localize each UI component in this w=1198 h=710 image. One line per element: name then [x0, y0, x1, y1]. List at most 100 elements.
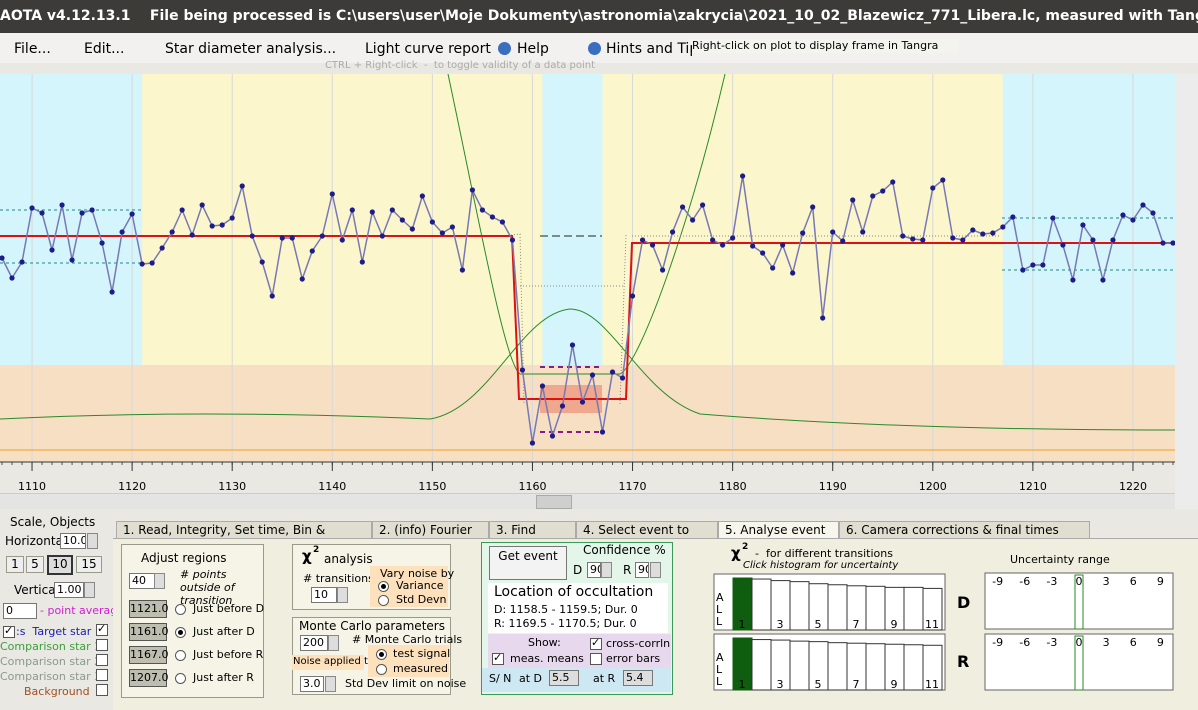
radio[interactable]: [378, 595, 389, 606]
confidence-d[interactable]: 90: [587, 562, 601, 578]
region-value[interactable]: 1121.0: [129, 600, 169, 618]
limit-input[interactable]: 3.0: [300, 676, 324, 692]
adjust-title: Adjust regions: [141, 551, 227, 565]
spinner[interactable]: [601, 562, 612, 578]
average-select[interactable]: 0: [3, 603, 37, 619]
scale-button[interactable]: 10: [47, 555, 73, 575]
region-value[interactable]: 1161.0: [129, 623, 169, 641]
data-point: [639, 237, 646, 243]
x-tick-label: 1170: [619, 480, 647, 493]
data-point: [710, 237, 716, 243]
data-point: [679, 204, 686, 210]
horizontal-input[interactable]: 10.0: [60, 533, 86, 549]
checkbox[interactable]: [96, 654, 108, 666]
data-point: [29, 205, 35, 211]
checkbox[interactable]: [3, 624, 15, 638]
trials-input[interactable]: 200: [300, 635, 328, 651]
checkbox[interactable]: [590, 636, 602, 650]
radio[interactable]: [376, 649, 387, 660]
tab-active[interactable]: 5. Analyse event #1: [718, 521, 839, 538]
transitions-input[interactable]: 10: [311, 587, 337, 603]
chi2-curve: [447, 74, 726, 375]
radio[interactable]: [175, 650, 186, 661]
checkbox[interactable]: [96, 639, 108, 651]
uncertainty-tick: 9: [1157, 575, 1164, 588]
light-curve-plot[interactable]: 1110 1120 1130 1140 1150 1160 1170 1180 1190 1200…: [0, 74, 1175, 494]
uncertainty-tick: -6: [1019, 636, 1030, 649]
radio[interactable]: [175, 673, 186, 684]
data-point: [1100, 277, 1106, 283]
scroll-thumb[interactable]: [536, 495, 572, 509]
menu-edit[interactable]: Edit...: [84, 41, 125, 57]
scale-button[interactable]: 5: [26, 556, 44, 573]
data-point: [1090, 237, 1096, 243]
checkbox[interactable]: [590, 653, 602, 665]
checkbox[interactable]: [96, 684, 108, 696]
checkbox[interactable]: [492, 651, 504, 665]
uncertainty-marker: [1074, 635, 1084, 691]
comparison-star: Comparison star 1: [0, 640, 102, 653]
data-point: [549, 433, 556, 439]
region-value[interactable]: 1207.0: [129, 669, 169, 687]
histogram-title: - for different transitions: [755, 547, 893, 560]
data-point: [1140, 202, 1146, 208]
comparison-star: Comparison star 3: [0, 670, 102, 683]
menu-light-curve[interactable]: Light curve report: [365, 41, 491, 57]
uncertainty-tick: 6: [1130, 575, 1137, 588]
spinner[interactable]: [84, 582, 95, 598]
checkbox[interactable]: [96, 622, 108, 636]
show-label: Show:: [528, 636, 561, 649]
data-point: [209, 223, 215, 229]
data-point: [359, 259, 365, 265]
data-point: [760, 250, 766, 256]
tab[interactable]: 3. Find events: [489, 521, 576, 538]
get-event-button[interactable]: Get event: [489, 546, 567, 580]
spinner[interactable]: [87, 533, 98, 549]
data-point: [740, 173, 746, 179]
histogram-bar: [827, 642, 848, 691]
data-point: [800, 230, 806, 236]
region-value[interactable]: 1167.0: [129, 646, 169, 664]
data-point: [1110, 237, 1116, 243]
scale-button[interactable]: 15: [76, 556, 102, 573]
data-point: [830, 229, 836, 235]
menu-file[interactable]: File...: [14, 41, 51, 57]
spinner[interactable]: [154, 573, 165, 589]
hints-icon: [588, 42, 601, 55]
radio[interactable]: [378, 581, 389, 592]
d-result: D: 1158.5 - 1159.5; Dur. 0: [494, 603, 638, 616]
horizontal-scrollbar[interactable]: [0, 493, 1175, 509]
location-title: Location of occultation: [494, 584, 654, 600]
spinner[interactable]: [328, 635, 339, 651]
data-point: [399, 217, 405, 223]
x-tick-label: 1160: [518, 480, 546, 493]
checkbox[interactable]: [96, 669, 108, 681]
vertical-input[interactable]: 1.00: [54, 582, 84, 598]
data-point: [720, 242, 726, 248]
uncertainty-tick: -3: [1046, 575, 1057, 588]
menu-hints[interactable]: Hints and Tips: [606, 41, 706, 57]
data-point: [119, 229, 125, 235]
spinner[interactable]: [650, 562, 661, 578]
scale-button[interactable]: 1: [6, 556, 24, 573]
tab[interactable]: 4. Select event to analyse: [576, 521, 718, 538]
points-input[interactable]: 40: [129, 573, 155, 589]
light-curve: [1, 175, 1173, 444]
menu-help[interactable]: Help: [517, 41, 549, 57]
radio[interactable]: [376, 664, 387, 675]
spinner[interactable]: [325, 676, 336, 692]
radio[interactable]: [175, 604, 186, 615]
tab[interactable]: 6. Camera corrections & final times Even…: [839, 521, 1090, 538]
radio[interactable]: [175, 627, 186, 638]
data-point: [1170, 240, 1175, 246]
tab[interactable]: 1. Read, Integrity, Set time, Bin & norm…: [116, 521, 372, 538]
menu-star-diameter[interactable]: Star diameter analysis...: [165, 41, 337, 57]
bar-label: 9: [891, 678, 898, 691]
tab[interactable]: 2. (info) Fourier plot: [372, 521, 489, 538]
confidence-r[interactable]: 90: [635, 562, 649, 578]
vertical-scrollbar[interactable]: [1175, 74, 1198, 509]
x-tick-label: 1150: [418, 480, 446, 493]
spinner[interactable]: [337, 587, 348, 603]
